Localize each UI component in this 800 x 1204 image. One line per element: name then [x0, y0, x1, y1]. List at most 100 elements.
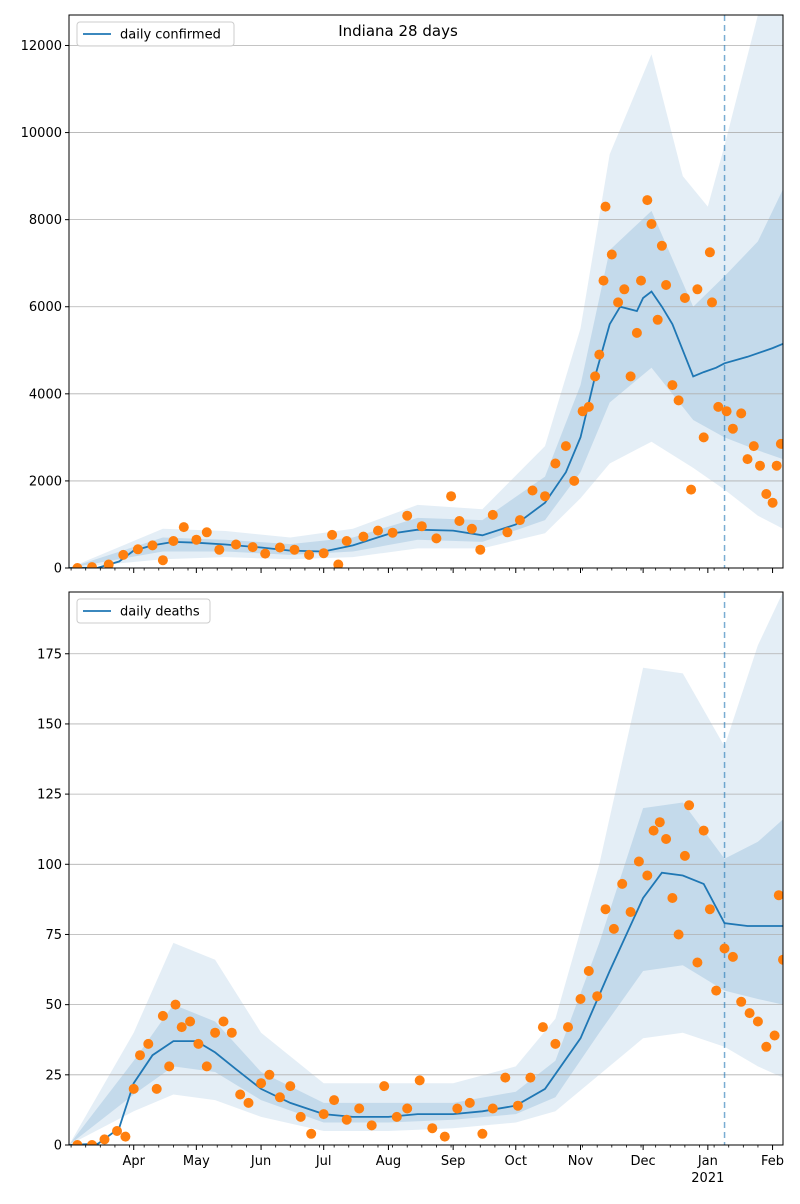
data-point — [761, 1041, 772, 1052]
data-point — [72, 1140, 83, 1145]
data-point — [185, 1016, 196, 1027]
confirmed-marks — [69, 15, 783, 568]
data-point — [600, 904, 611, 915]
data-point — [704, 904, 715, 915]
data-point — [178, 522, 189, 533]
data-point — [103, 559, 114, 568]
data-point — [304, 549, 315, 560]
data-point — [713, 401, 724, 412]
y-tick-label: 12000 — [21, 39, 62, 54]
data-point — [427, 1123, 438, 1134]
data-point — [341, 1114, 352, 1125]
y-tick-label: 4000 — [29, 387, 62, 402]
data-point — [168, 536, 179, 546]
deaths-legend: daily deaths — [76, 598, 211, 624]
data-point — [625, 907, 636, 917]
legend-label-deaths: daily deaths — [120, 605, 200, 620]
data-point — [366, 1120, 377, 1131]
y-tick-label: 10000 — [21, 126, 62, 141]
data-point — [274, 542, 285, 553]
data-point — [354, 1103, 365, 1114]
data-point — [379, 1081, 390, 1092]
data-point — [563, 1022, 573, 1033]
data-point — [752, 1016, 763, 1027]
data-point — [170, 999, 181, 1010]
data-point — [157, 1010, 168, 1021]
data-point — [464, 1097, 475, 1108]
data-point — [231, 539, 241, 550]
data-point — [500, 1072, 511, 1083]
data-point — [191, 534, 202, 545]
data-point — [592, 991, 603, 1002]
y-tick-label: 8000 — [29, 213, 62, 228]
x-tick-label-jan: Jan — [697, 1154, 718, 1169]
data-point — [176, 1022, 187, 1033]
data-point — [318, 548, 329, 559]
data-point — [454, 516, 465, 526]
data-point — [475, 544, 486, 555]
x-tick-label-jul: Jul — [315, 1154, 332, 1169]
data-point — [210, 1027, 221, 1038]
data-point — [358, 531, 369, 542]
data-point — [112, 1126, 122, 1136]
data-point — [569, 475, 580, 486]
data-point — [402, 1103, 413, 1114]
data-point — [135, 1050, 145, 1061]
data-point — [525, 1072, 536, 1083]
data-point — [550, 458, 561, 469]
confirmed-axes: 0 2000 4000 6000 8000 10000 12000 — [21, 14, 784, 577]
data-point — [72, 563, 83, 568]
data-point — [387, 527, 398, 538]
data-point — [391, 1111, 402, 1122]
confirmed-bands — [69, 15, 783, 568]
chart-title: Indiana 28 days — [338, 22, 458, 40]
legend-box — [76, 21, 235, 47]
data-point — [414, 1075, 425, 1086]
confirmed-legend: daily confirmed — [76, 21, 235, 47]
y-tick-label: 75 — [45, 928, 62, 943]
data-point — [667, 380, 678, 391]
data-point — [256, 1078, 267, 1089]
data-point — [598, 275, 609, 286]
data-point — [711, 985, 722, 996]
data-point — [636, 275, 646, 286]
data-point — [285, 1081, 296, 1092]
data-point — [736, 408, 747, 419]
axes-frame — [68, 591, 784, 1146]
data-point — [289, 544, 300, 555]
data-point — [466, 523, 477, 534]
data-point — [673, 929, 684, 940]
data-point — [512, 1100, 523, 1111]
data-point — [719, 943, 730, 954]
y-tick-label: 125 — [37, 788, 62, 803]
x-tick-label-nov: Nov — [568, 1154, 594, 1169]
confirmed-panel: 0 2000 4000 6000 8000 10000 12000 daily confir… — [21, 14, 784, 577]
data-point — [727, 423, 738, 434]
data-point — [606, 249, 617, 260]
data-point — [583, 966, 594, 976]
x-year-label: 2021 — [691, 1171, 724, 1186]
data-point — [642, 870, 653, 881]
data-point — [226, 1027, 237, 1038]
data-point — [686, 484, 697, 495]
data-point — [778, 954, 783, 965]
data-point — [642, 195, 653, 206]
data-point — [99, 1134, 110, 1145]
data-point — [698, 432, 709, 443]
data-point — [656, 240, 667, 251]
data-point — [646, 219, 657, 229]
data-point — [157, 555, 168, 566]
uncertainty-band-outer — [69, 15, 783, 568]
x-tick-label-sep: Sep — [441, 1154, 466, 1169]
data-point — [707, 297, 717, 308]
legend-box — [76, 598, 211, 624]
data-point — [214, 544, 225, 555]
y-tick-label: 175 — [37, 647, 62, 662]
y-tick-label: 0 — [54, 1139, 62, 1154]
data-point — [540, 491, 550, 502]
uncertainty-band-outer — [69, 592, 783, 1145]
data-point — [120, 1131, 131, 1142]
data-point — [416, 521, 427, 532]
data-point — [201, 1061, 212, 1072]
